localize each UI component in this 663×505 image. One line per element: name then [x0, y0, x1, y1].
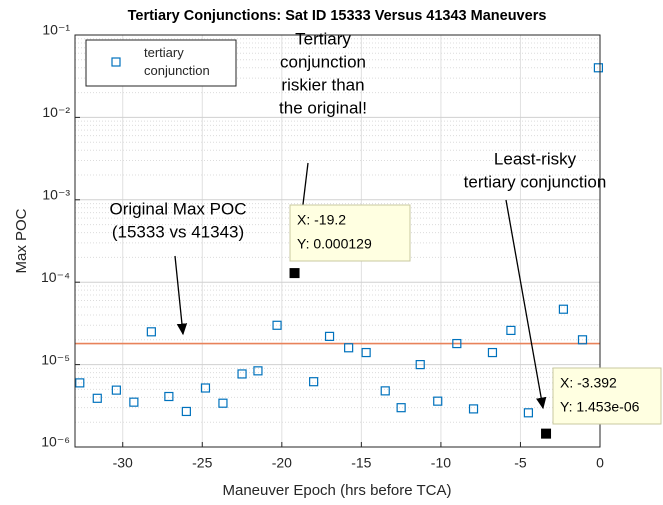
marker [593, 63, 604, 73]
y-tick-label: 10⁻⁵ [41, 351, 70, 367]
marker [253, 366, 263, 376]
marker [324, 331, 335, 341]
x-tick-label: -25 [192, 455, 212, 471]
data-tip-text: Y: 1.453e-06 [560, 399, 640, 415]
legend [85, 39, 237, 87]
y-tick-label: 10⁻¹ [42, 22, 70, 38]
marker [452, 338, 462, 349]
arrow [174, 255, 188, 336]
x-tick-label: -10 [431, 455, 451, 471]
arrow [505, 199, 547, 410]
highlight-point [541, 428, 552, 439]
legend-label-box: tertiary conjunction [144, 45, 210, 78]
annotation: tertiary conjunction [464, 172, 607, 191]
y-tick-label: 10⁻³ [42, 187, 70, 203]
marker [415, 360, 425, 370]
x-tick-label: -5 [514, 455, 527, 471]
annotation: Original Max POC [110, 199, 247, 218]
annotation: riskier than [281, 75, 364, 94]
annotation: (15333 vs 41343) [112, 222, 244, 241]
marker [272, 320, 282, 330]
axes-box [74, 34, 601, 448]
annotation: Tertiary [295, 29, 351, 48]
marker [468, 404, 479, 414]
marker [75, 378, 85, 388]
marker [433, 396, 443, 406]
x-tick-label: -30 [113, 455, 133, 471]
y-axis-label: Max POC [13, 208, 30, 273]
marker [523, 408, 534, 418]
y-tick-label: 10⁻⁴ [41, 269, 70, 285]
marker [380, 386, 390, 396]
data-tip-text: X: -3.392 [560, 375, 617, 391]
marker [487, 347, 498, 358]
x-tick-label: -20 [272, 455, 292, 471]
annotation: Least-risky [494, 149, 577, 168]
data-tip [552, 367, 662, 425]
marker [92, 393, 102, 403]
marker [129, 397, 139, 407]
data-tip [289, 204, 411, 262]
y-tick-label: 10⁻⁶ [41, 434, 70, 450]
marker [558, 304, 569, 314]
marker [506, 325, 516, 336]
legend-marker [111, 57, 121, 67]
marker [181, 406, 191, 417]
x-tick-label: 0 [596, 455, 604, 471]
marker [309, 377, 319, 387]
legend-label: tertiary conjunction [144, 45, 210, 78]
marker [146, 327, 156, 337]
annotation: the original! [279, 98, 367, 117]
x-axis-label: Maneuver Epoch (hrs before TCA) [223, 482, 452, 499]
y-tick-label: 10⁻² [42, 104, 70, 120]
x-tick-label: -15 [351, 455, 371, 471]
marker [164, 391, 174, 402]
marker [237, 369, 247, 379]
marker [344, 343, 354, 353]
data-tip-text: X: -19.2 [297, 212, 346, 228]
marker [361, 347, 371, 358]
marker [111, 385, 121, 395]
annotation: conjunction [280, 52, 366, 71]
marker [218, 398, 228, 408]
chart-title: Tertiary Conjunctions: Sat ID 15333 Vers… [128, 8, 547, 24]
marker [577, 335, 588, 345]
marker [396, 403, 406, 413]
highlight-point [289, 268, 300, 279]
data-tip-text: Y: 0.000129 [297, 236, 372, 252]
marker [200, 383, 211, 393]
